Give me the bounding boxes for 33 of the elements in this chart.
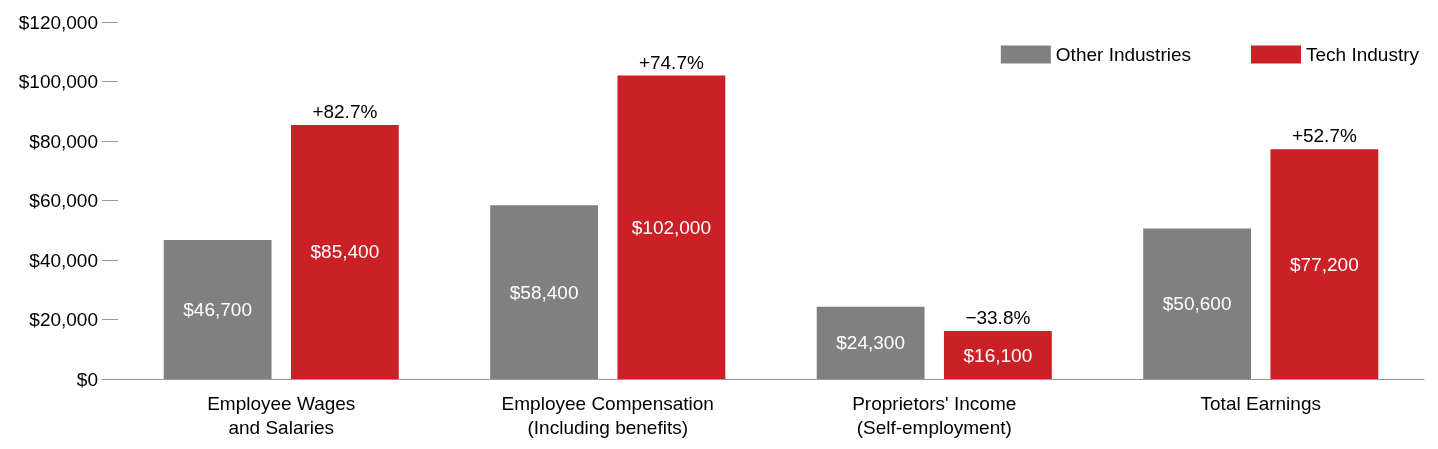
y-tick-label: $100,000 (18, 71, 98, 92)
bar (816, 306, 925, 379)
x-tick-label: Employee Wages and Salaries (207, 392, 356, 438)
data-label: $16,100 (963, 344, 1033, 366)
x-tick-label: Total Earnings (1200, 392, 1321, 414)
data-label: $50,600 (1162, 293, 1232, 315)
bar (617, 75, 726, 379)
legend-label: Tech Industry (1306, 44, 1420, 65)
y-tick-label: $80,000 (29, 130, 98, 152)
y-tick-label: $120,000 (18, 11, 98, 33)
x-tick-label: Employee Compensation (Including benefits) (501, 392, 714, 438)
x-tick-label: Proprietors' Income (Self-employment) (852, 392, 1017, 438)
bar (163, 240, 272, 379)
legend-label: Other Industries (1055, 44, 1191, 65)
data-label: $102,000 (631, 216, 711, 238)
y-tick-label: $40,000 (29, 249, 98, 271)
y-tick-label: $0 (76, 368, 98, 390)
bar (1143, 228, 1252, 379)
annotation: +52.7% (1291, 125, 1357, 147)
y-tick-label: $20,000 (29, 309, 98, 330)
annotation: +74.7% (638, 51, 704, 73)
data-label: $85,400 (310, 241, 380, 263)
data-label: $58,400 (509, 281, 579, 303)
data-label: $24,300 (836, 332, 905, 354)
bar (1270, 149, 1379, 379)
data-label: $77,200 (1290, 253, 1359, 275)
bar (290, 124, 399, 379)
annotation: +82.7% (312, 100, 378, 122)
annotation: −33.8% (965, 307, 1031, 329)
bar (943, 331, 1052, 379)
data-label: $46,700 (183, 299, 252, 321)
y-tick-label: $60,000 (29, 190, 98, 211)
bar (490, 205, 599, 379)
